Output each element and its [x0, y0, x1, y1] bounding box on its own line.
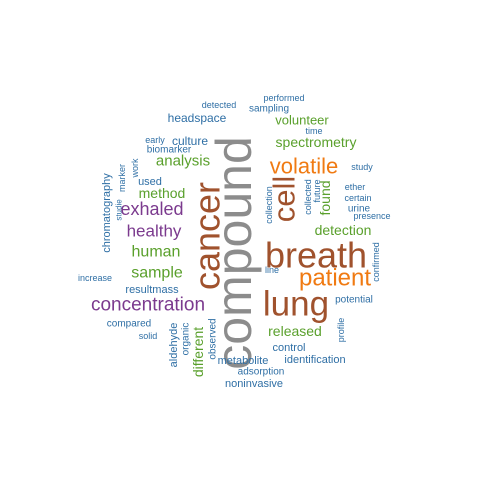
word-lung: lung	[263, 285, 329, 324]
word-detected: detected	[202, 100, 237, 110]
word-collection: collection	[264, 186, 274, 224]
word-healthy: healthy	[127, 222, 182, 241]
word-time: time	[305, 126, 322, 136]
word-identification: identification	[284, 354, 345, 366]
word-organic: organic	[181, 323, 192, 356]
word-detection: detection	[315, 222, 372, 238]
word-noninvasive: noninvasive	[225, 378, 283, 390]
word-increase: increase	[78, 273, 112, 283]
word-found: found	[317, 180, 333, 215]
word-observed: observed	[208, 318, 219, 359]
word-cancer: cancer	[187, 182, 228, 290]
word-early: early	[145, 135, 165, 145]
word-metabolite: metabolite	[218, 355, 269, 367]
word-spectrometry: spectrometry	[276, 134, 357, 150]
word-analysis: analysis	[156, 153, 210, 170]
word-compared: compared	[107, 319, 151, 330]
word-method: method	[139, 185, 186, 201]
word-volatile: volatile	[270, 154, 338, 179]
word-presence: presence	[353, 211, 390, 221]
word-ether: ether	[345, 182, 366, 192]
word-marker: marker	[117, 164, 127, 192]
word-different: different	[190, 327, 206, 377]
word-chromatography: chromatography	[101, 173, 113, 253]
word-line: line	[265, 265, 279, 275]
word-human: human	[132, 244, 181, 261]
word-urine: urine	[348, 204, 371, 215]
word-collected: collected	[303, 179, 313, 215]
word-volunteer: volunteer	[275, 113, 329, 128]
word-certain: certain	[344, 193, 371, 203]
word-biomarker: biomarker	[147, 145, 192, 156]
word-studie: studie	[115, 199, 124, 221]
word-sample: sample	[131, 265, 183, 282]
word-profile: profile	[336, 318, 346, 343]
word-culture: culture	[172, 134, 208, 148]
word-sampling: sampling	[249, 104, 289, 115]
word-cloud-words: compound breath cancer lung cell patient volat…	[78, 93, 391, 390]
word-confirmed: confirmed	[371, 242, 381, 282]
word-study: study	[351, 162, 373, 172]
word-compound: compound	[206, 136, 262, 370]
word-work: work	[130, 158, 140, 179]
word-headspace: headspace	[168, 111, 227, 125]
word-used: used	[138, 176, 162, 188]
word-cell: cell	[267, 176, 302, 223]
word-patient: patient	[299, 265, 371, 292]
word-released: released	[268, 323, 322, 339]
word-potential: potential	[335, 295, 373, 306]
word-future: future	[312, 179, 322, 202]
word-exhaled: exhaled	[120, 199, 183, 219]
word-aldehyde: aldehyde	[168, 323, 180, 368]
word-breath: breath	[265, 235, 367, 276]
word-performed: performed	[263, 93, 304, 103]
word-control: control	[272, 342, 305, 354]
word-resultmass: resultmass	[125, 284, 179, 296]
word-concentration: concentration	[91, 295, 205, 316]
word-adsorption: adsorption	[238, 367, 285, 378]
word-solid: solid	[139, 331, 158, 341]
